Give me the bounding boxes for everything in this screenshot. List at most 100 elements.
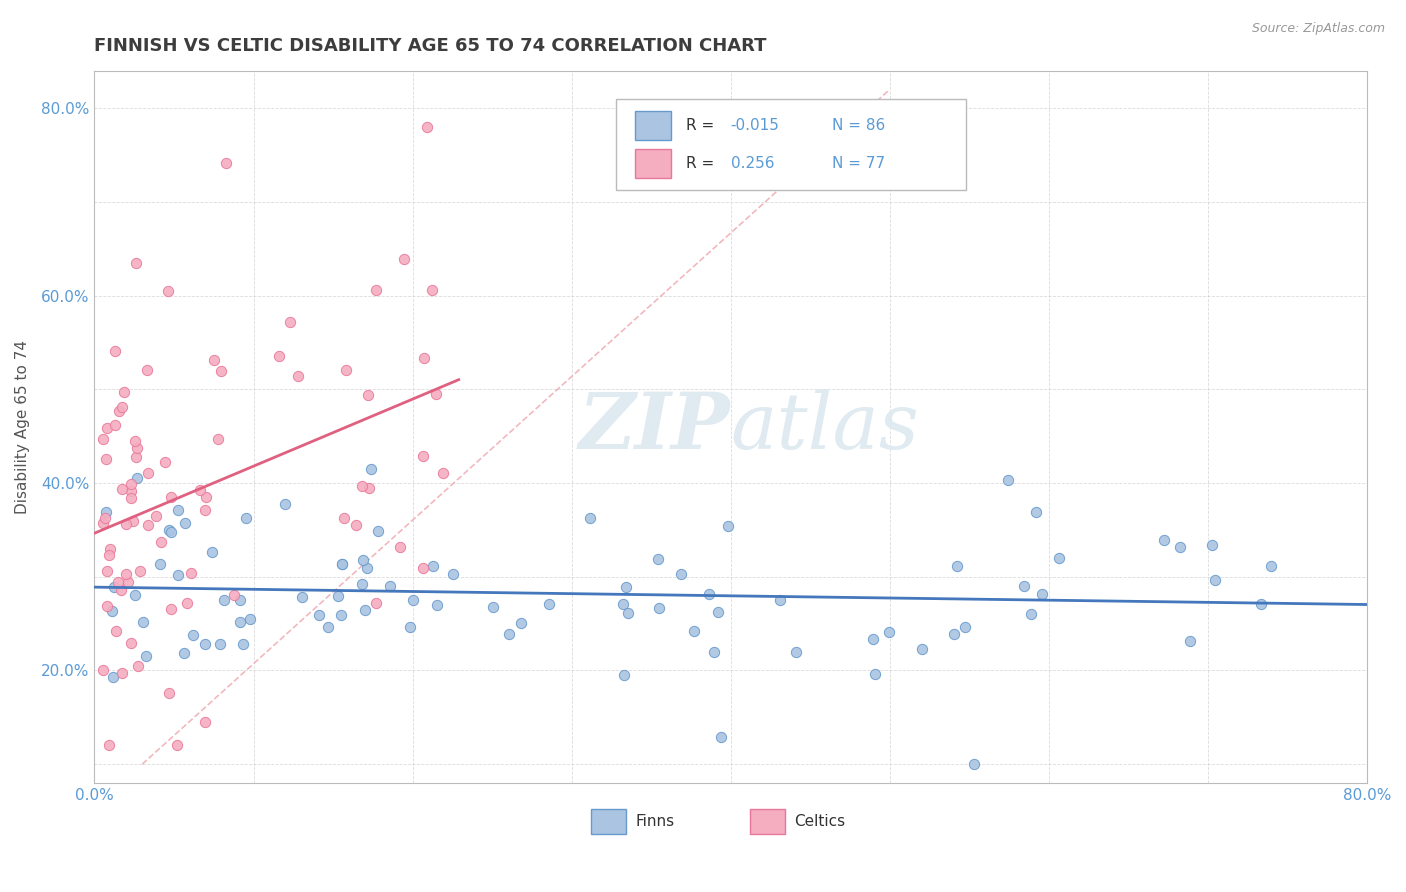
- Point: [1260, 559, 1282, 574]
- Point: [103, 670, 125, 684]
- Point: [360, 462, 382, 476]
- Point: [1047, 551, 1070, 566]
- Point: [194, 502, 217, 516]
- Point: [101, 604, 124, 618]
- Point: [356, 560, 378, 574]
- Point: [877, 625, 900, 640]
- Point: [366, 283, 388, 297]
- Point: [96, 599, 118, 614]
- Point: [1153, 533, 1175, 547]
- Point: [235, 511, 257, 525]
- Point: [91, 663, 114, 677]
- Point: [946, 558, 969, 573]
- Point: [181, 628, 204, 642]
- Point: [194, 715, 217, 730]
- Point: [120, 484, 142, 499]
- Point: [510, 615, 533, 630]
- Point: [441, 566, 464, 581]
- Point: [432, 467, 454, 481]
- Point: [202, 352, 225, 367]
- Point: [330, 557, 353, 571]
- Point: [1250, 597, 1272, 611]
- Point: [963, 757, 986, 772]
- Point: [98, 739, 121, 753]
- Point: [93, 511, 115, 525]
- Bar: [591, 809, 626, 834]
- Point: [96, 505, 118, 519]
- Point: [155, 455, 177, 469]
- Point: [110, 583, 132, 598]
- Point: [350, 479, 373, 493]
- Point: [997, 473, 1019, 487]
- Point: [117, 575, 139, 590]
- Point: [173, 646, 195, 660]
- Text: Finns: Finns: [636, 814, 675, 830]
- Point: [145, 508, 167, 523]
- Point: [1168, 541, 1191, 555]
- Point: [136, 363, 159, 377]
- Point: [232, 636, 254, 650]
- Point: [942, 627, 965, 641]
- Point: [1012, 579, 1035, 593]
- Point: [318, 620, 340, 634]
- Point: [124, 434, 146, 448]
- Point: [616, 606, 638, 620]
- Point: [416, 120, 439, 134]
- Point: [194, 637, 217, 651]
- Point: [96, 564, 118, 578]
- Point: [160, 601, 183, 615]
- Point: [209, 637, 232, 651]
- Point: [115, 567, 138, 582]
- Point: [127, 471, 149, 485]
- Point: [308, 607, 330, 622]
- Point: [354, 603, 377, 617]
- Point: [222, 587, 245, 601]
- Point: [1025, 506, 1047, 520]
- Point: [357, 481, 380, 495]
- Point: [115, 517, 138, 532]
- Point: [167, 503, 190, 517]
- Bar: [636, 149, 671, 178]
- Point: [426, 598, 449, 612]
- Point: [344, 517, 367, 532]
- Point: [710, 730, 733, 744]
- Point: [159, 524, 181, 539]
- Point: [167, 568, 190, 582]
- Point: [287, 368, 309, 383]
- Point: [180, 566, 202, 580]
- Bar: [749, 809, 786, 834]
- Point: [135, 649, 157, 664]
- Point: [648, 600, 671, 615]
- Point: [120, 477, 142, 491]
- Point: [326, 589, 349, 603]
- Point: [647, 551, 669, 566]
- Point: [579, 511, 602, 525]
- Point: [953, 620, 976, 634]
- Point: [207, 432, 229, 446]
- Point: [1019, 607, 1042, 621]
- Point: [865, 666, 887, 681]
- Point: [105, 624, 128, 639]
- Point: [111, 665, 134, 680]
- Point: [229, 615, 252, 629]
- Point: [166, 739, 188, 753]
- Y-axis label: Disability Age 65 to 74: Disability Age 65 to 74: [15, 340, 30, 514]
- Point: [212, 592, 235, 607]
- Point: [862, 632, 884, 646]
- Text: atlas: atlas: [731, 389, 920, 465]
- Point: [104, 418, 127, 433]
- Point: [267, 350, 290, 364]
- Point: [616, 580, 638, 594]
- Point: [612, 597, 634, 611]
- Point: [274, 497, 297, 511]
- Point: [364, 596, 387, 610]
- Point: [333, 511, 356, 525]
- Point: [402, 592, 425, 607]
- Point: [98, 541, 121, 556]
- Point: [399, 620, 422, 634]
- Point: [209, 363, 232, 377]
- Point: [291, 590, 314, 604]
- Point: [125, 441, 148, 455]
- Point: [128, 564, 150, 578]
- Point: [412, 561, 434, 575]
